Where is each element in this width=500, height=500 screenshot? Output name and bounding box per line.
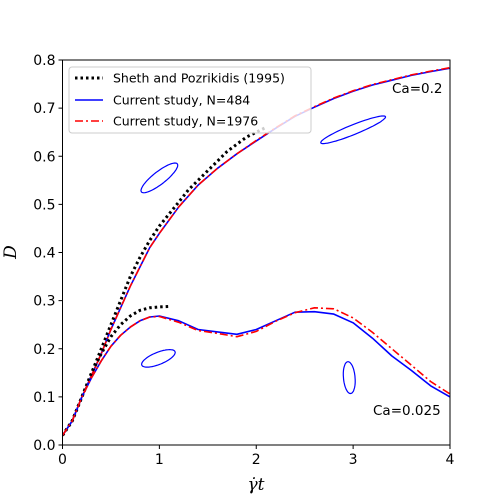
x-axis: 0 1 2 3 4 [58, 445, 455, 468]
drop-ca025-early-outline [140, 348, 176, 368]
series-sheth-and-pozrikidis-1995-ca-0-025 [62, 304, 170, 437]
legend-frame [68, 66, 312, 134]
y-tick-label: 0.8 [33, 53, 55, 69]
legend-label-n484: Current study, N=484 [113, 93, 250, 108]
x-tick-label: 3 [349, 452, 358, 468]
x-axis-label: γ̇t [248, 475, 265, 495]
y-tick-label: 0.0 [33, 438, 55, 454]
annotation-ca-0-025: Ca=0.025 [373, 403, 441, 419]
y-tick-label: 0.5 [33, 197, 55, 213]
drop-ca02-late-outline [320, 115, 387, 145]
y-tick-label: 0.3 [33, 294, 55, 310]
data-series [62, 66, 450, 437]
legend-label-sheth: Sheth and Pozrikidis (1995) [113, 71, 285, 86]
annotation-ca-0-2: Ca=0.2 [392, 81, 442, 97]
y-tick-label: 0.1 [33, 390, 55, 406]
legend-label-n1976: Current study, N=1976 [113, 114, 258, 129]
x-tick-label: 4 [446, 452, 455, 468]
y-tick-label: 0.2 [33, 342, 55, 358]
x-tick-label: 0 [58, 452, 67, 468]
y-axis-label: D [1, 245, 21, 260]
y-tick-label: 0.4 [33, 246, 55, 262]
series-current-study-n-1976-ca-0-2 [62, 66, 450, 436]
y-tick-label: 0.7 [33, 101, 55, 117]
x-tick-label: 2 [252, 452, 261, 468]
x-tick-label: 1 [155, 452, 164, 468]
drop-ca025-late-outline [342, 361, 356, 395]
series-current-study-n-1976-ca-0-025 [62, 307, 450, 436]
drop-ca02-early-outline [140, 162, 179, 194]
y-tick-label: 0.6 [33, 149, 55, 165]
series-sheth-and-pozrikidis-1995-ca-0-2 [62, 126, 267, 437]
droplet-shapes [140, 115, 387, 395]
legend: Sheth and Pozrikidis (1995) Current stud… [68, 66, 312, 134]
y-axis: 0.0 0.1 0.2 0.3 0.4 0.5 0.6 0.7 0.8 [33, 53, 63, 454]
